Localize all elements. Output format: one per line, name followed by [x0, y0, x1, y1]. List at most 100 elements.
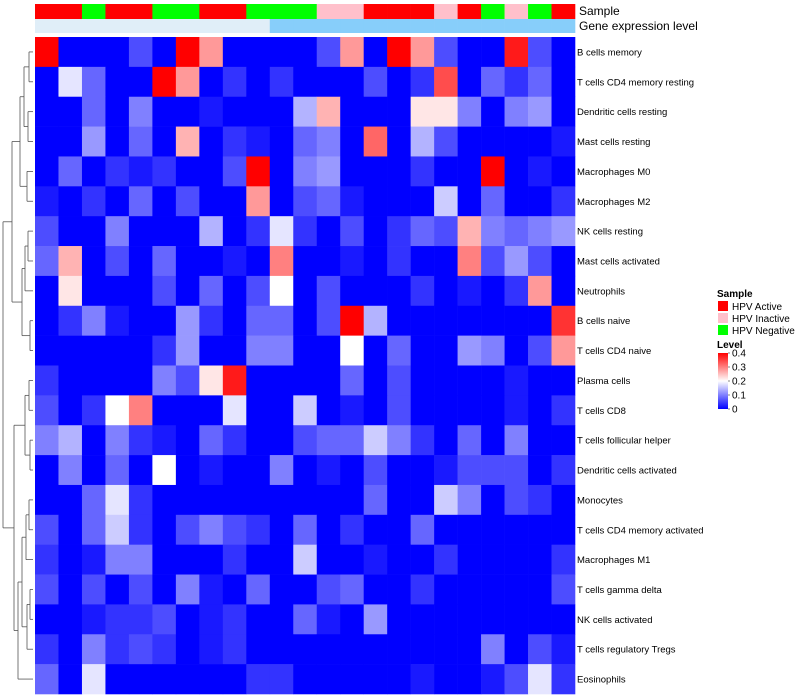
heatmap-cell	[175, 604, 200, 635]
heatmap-cell	[528, 574, 552, 605]
heatmap-cell	[128, 664, 153, 695]
heatmap-cell	[387, 246, 411, 277]
heatmap-cell	[340, 216, 364, 247]
heatmap-cell	[434, 574, 458, 605]
heatmap-cell	[58, 335, 83, 366]
heatmap-cell	[340, 604, 364, 635]
heatmap-cell	[293, 544, 318, 575]
heatmap-cell	[387, 425, 411, 456]
heatmap-cell	[316, 574, 341, 605]
heatmap-cell	[58, 664, 83, 695]
heatmap-cell	[199, 574, 224, 605]
heatmap-cell	[35, 275, 59, 307]
heatmap-cell	[58, 634, 83, 665]
heatmap-cell	[434, 246, 458, 277]
heatmap-cell	[152, 66, 177, 98]
heatmap-cell	[457, 126, 482, 157]
heatmap-cell	[293, 246, 318, 277]
heatmap-cell	[387, 455, 411, 486]
heatmap-cell	[58, 216, 83, 247]
heatmap-cell	[199, 216, 224, 247]
row-labels: B cells memory T cells CD4 memory resting…	[577, 47, 704, 685]
heatmap-cell	[551, 275, 576, 307]
heatmap-cell	[152, 186, 177, 217]
heatmap-cell	[152, 544, 177, 575]
heatmap-cell	[434, 604, 458, 635]
heatmap-cell	[222, 246, 247, 277]
heatmap-cell	[105, 37, 130, 68]
heatmap-cell	[293, 305, 318, 336]
heatmap-cell	[128, 66, 153, 98]
heatmap-cell	[481, 275, 505, 307]
annotation-cell	[199, 19, 224, 33]
heatmap-cell	[222, 574, 247, 605]
heatmap-cell	[199, 544, 224, 575]
heatmap-cell	[35, 574, 59, 605]
heatmap-cell	[363, 664, 388, 695]
heatmap-cell	[293, 634, 318, 665]
heatmap-cell	[316, 395, 341, 426]
annotation-cell	[246, 4, 271, 19]
row-label: Macrophages M2	[577, 197, 650, 208]
heatmap-cell	[387, 604, 411, 635]
heatmap-cell	[457, 275, 482, 307]
annotation-cell	[175, 19, 200, 33]
heatmap-cell	[387, 156, 411, 187]
heatmap-cell	[35, 335, 59, 366]
heatmap-cell	[152, 455, 177, 486]
annotation-cell	[222, 19, 247, 33]
heatmap-cell	[434, 365, 458, 396]
heatmap-cell	[58, 156, 83, 187]
heatmap-cell	[528, 275, 552, 307]
legend-colorbar	[718, 353, 728, 409]
heatmap-cell	[81, 305, 106, 336]
heatmap-cell	[128, 246, 153, 277]
heatmap-cell	[58, 455, 83, 486]
heatmap-cell	[175, 574, 200, 605]
annotation-cell	[340, 4, 364, 19]
annotation-cell	[363, 19, 388, 33]
heatmap-cell	[105, 96, 130, 127]
heatmap-cell	[246, 66, 271, 98]
heatmap-cell	[293, 484, 318, 516]
heatmap-cell	[35, 246, 59, 277]
heatmap-cell	[81, 455, 106, 486]
heatmap-cell	[434, 126, 458, 157]
heatmap-cell	[128, 484, 153, 516]
heatmap-cell	[128, 425, 153, 456]
heatmap-cell	[340, 455, 364, 486]
heatmap-cell	[105, 664, 130, 695]
legend-tick-label: 0.3	[732, 363, 746, 374]
row-label: Mast cells activated	[577, 256, 660, 267]
heatmap-cell	[58, 574, 83, 605]
heatmap-cell	[363, 455, 388, 486]
heatmap-cell	[481, 96, 505, 127]
heatmap-cell	[551, 365, 576, 396]
heatmap-cell	[551, 186, 576, 217]
heatmap-cell	[175, 37, 200, 68]
heatmap-cell	[152, 664, 177, 695]
heatmap-cell	[316, 604, 341, 635]
heatmap-cell	[222, 305, 247, 336]
heatmap-cell	[340, 514, 364, 545]
heatmap-cell	[58, 425, 83, 456]
heatmap-cell	[340, 574, 364, 605]
annotation-cell	[528, 4, 552, 19]
annotation-cell	[316, 4, 341, 19]
heatmap-cell	[199, 186, 224, 217]
heatmap-cell	[481, 37, 505, 68]
heatmap-cell	[363, 425, 388, 456]
heatmap-cell	[410, 484, 435, 516]
heatmap-cell	[105, 514, 130, 545]
heatmap-cell	[269, 425, 294, 456]
heatmap-cell	[105, 484, 130, 516]
annotation-cell	[128, 19, 153, 33]
heatmap-cell	[128, 574, 153, 605]
heatmap-cell	[410, 246, 435, 277]
heatmap-cell	[175, 455, 200, 486]
heatmap-cell	[293, 216, 318, 247]
heatmap-cell	[363, 305, 388, 336]
heatmap-cell	[105, 574, 130, 605]
heatmap-cell	[387, 544, 411, 575]
row-label: Dendritic cells resting	[577, 107, 667, 118]
